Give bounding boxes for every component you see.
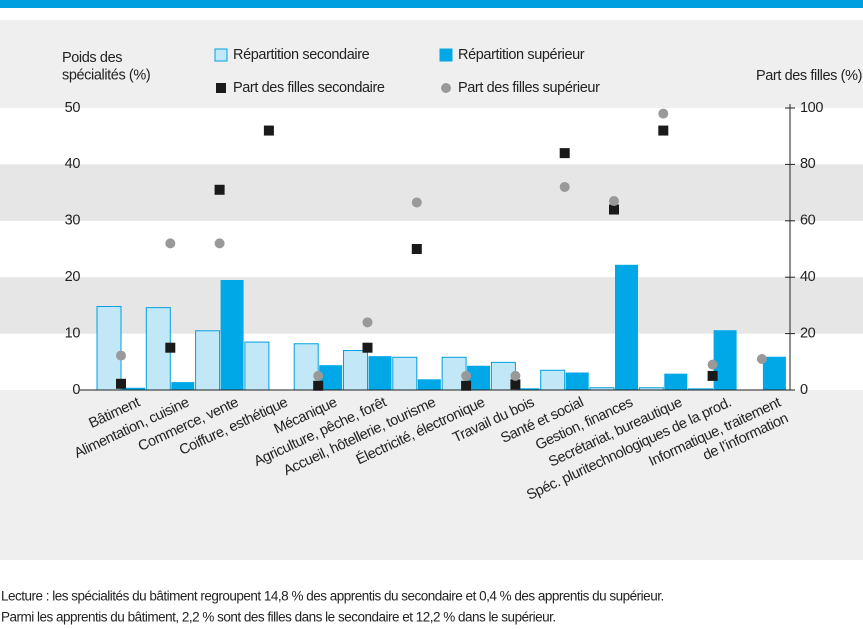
grid-band <box>0 220 863 278</box>
y-axis-label: Poids des spécialités (%) <box>62 50 150 83</box>
y-tick-label: 30 <box>65 213 81 229</box>
y2-tick-label: 80 <box>800 156 816 172</box>
bar <box>615 264 638 390</box>
note: Parmi les apprentis du bâtiment, 2,2 % s… <box>1 610 556 625</box>
marker <box>214 238 225 249</box>
bar <box>96 306 122 391</box>
y2-axis-label: Part des filles (%) <box>756 68 862 84</box>
marker <box>116 350 126 361</box>
marker <box>461 370 472 381</box>
bar <box>540 369 566 391</box>
marker <box>411 244 422 254</box>
y2-tick-label: 0 <box>800 382 808 398</box>
bar <box>220 280 244 390</box>
marker <box>658 125 669 136</box>
legend-swatch <box>441 83 451 93</box>
bar <box>195 330 221 391</box>
marker <box>559 181 570 192</box>
bar <box>417 379 441 390</box>
bar <box>122 387 145 390</box>
bar <box>467 365 491 390</box>
legend-label: Part des filles supérieur <box>458 80 600 96</box>
marker <box>658 108 669 119</box>
marker <box>609 196 619 207</box>
bar <box>368 356 392 390</box>
marker <box>313 380 324 391</box>
top-band <box>0 0 863 8</box>
marker <box>214 184 225 195</box>
grid-band <box>0 277 863 334</box>
bar <box>343 350 368 391</box>
marker <box>510 379 521 390</box>
bar <box>319 365 343 390</box>
marker <box>116 378 126 389</box>
bar <box>762 356 786 390</box>
grid-band <box>0 164 863 221</box>
marker <box>165 238 176 249</box>
bar <box>392 356 418 391</box>
marker <box>263 125 274 136</box>
legend-swatch <box>214 48 228 62</box>
bar <box>664 373 688 390</box>
legend-swatch <box>439 48 453 62</box>
legend-label: Répartition secondaire <box>233 47 370 63</box>
bar <box>565 372 589 390</box>
marker <box>411 197 422 208</box>
marker <box>756 353 767 364</box>
marker <box>707 370 718 381</box>
y2-tick-label: 20 <box>800 325 816 341</box>
y2-tick-label: 40 <box>800 269 816 285</box>
y-tick-label: 50 <box>65 100 81 116</box>
y2-tick-label: 60 <box>800 213 816 229</box>
bar <box>244 341 270 391</box>
marker <box>165 342 176 353</box>
y2-tick-label: 100 <box>800 100 823 116</box>
y-tick-label: 20 <box>65 269 81 285</box>
marker <box>609 204 619 215</box>
legend-label: Répartition supérieur <box>458 47 585 63</box>
y-tick-label: 40 <box>65 156 81 172</box>
bar <box>171 382 195 390</box>
y-tick-label: 0 <box>72 382 80 398</box>
legend-swatch <box>216 83 226 93</box>
bar <box>516 388 540 390</box>
marker <box>313 370 324 381</box>
marker <box>461 380 472 391</box>
legend-label: Part des filles secondaire <box>233 80 385 96</box>
grid-band <box>0 108 863 165</box>
marker <box>362 342 373 353</box>
marker <box>362 317 373 328</box>
marker <box>559 148 570 159</box>
marker <box>707 359 718 370</box>
bar <box>713 330 737 390</box>
note: Lecture : les spécialités du bâtiment re… <box>1 589 664 604</box>
marker <box>510 370 521 381</box>
y-tick-label: 10 <box>65 325 81 341</box>
